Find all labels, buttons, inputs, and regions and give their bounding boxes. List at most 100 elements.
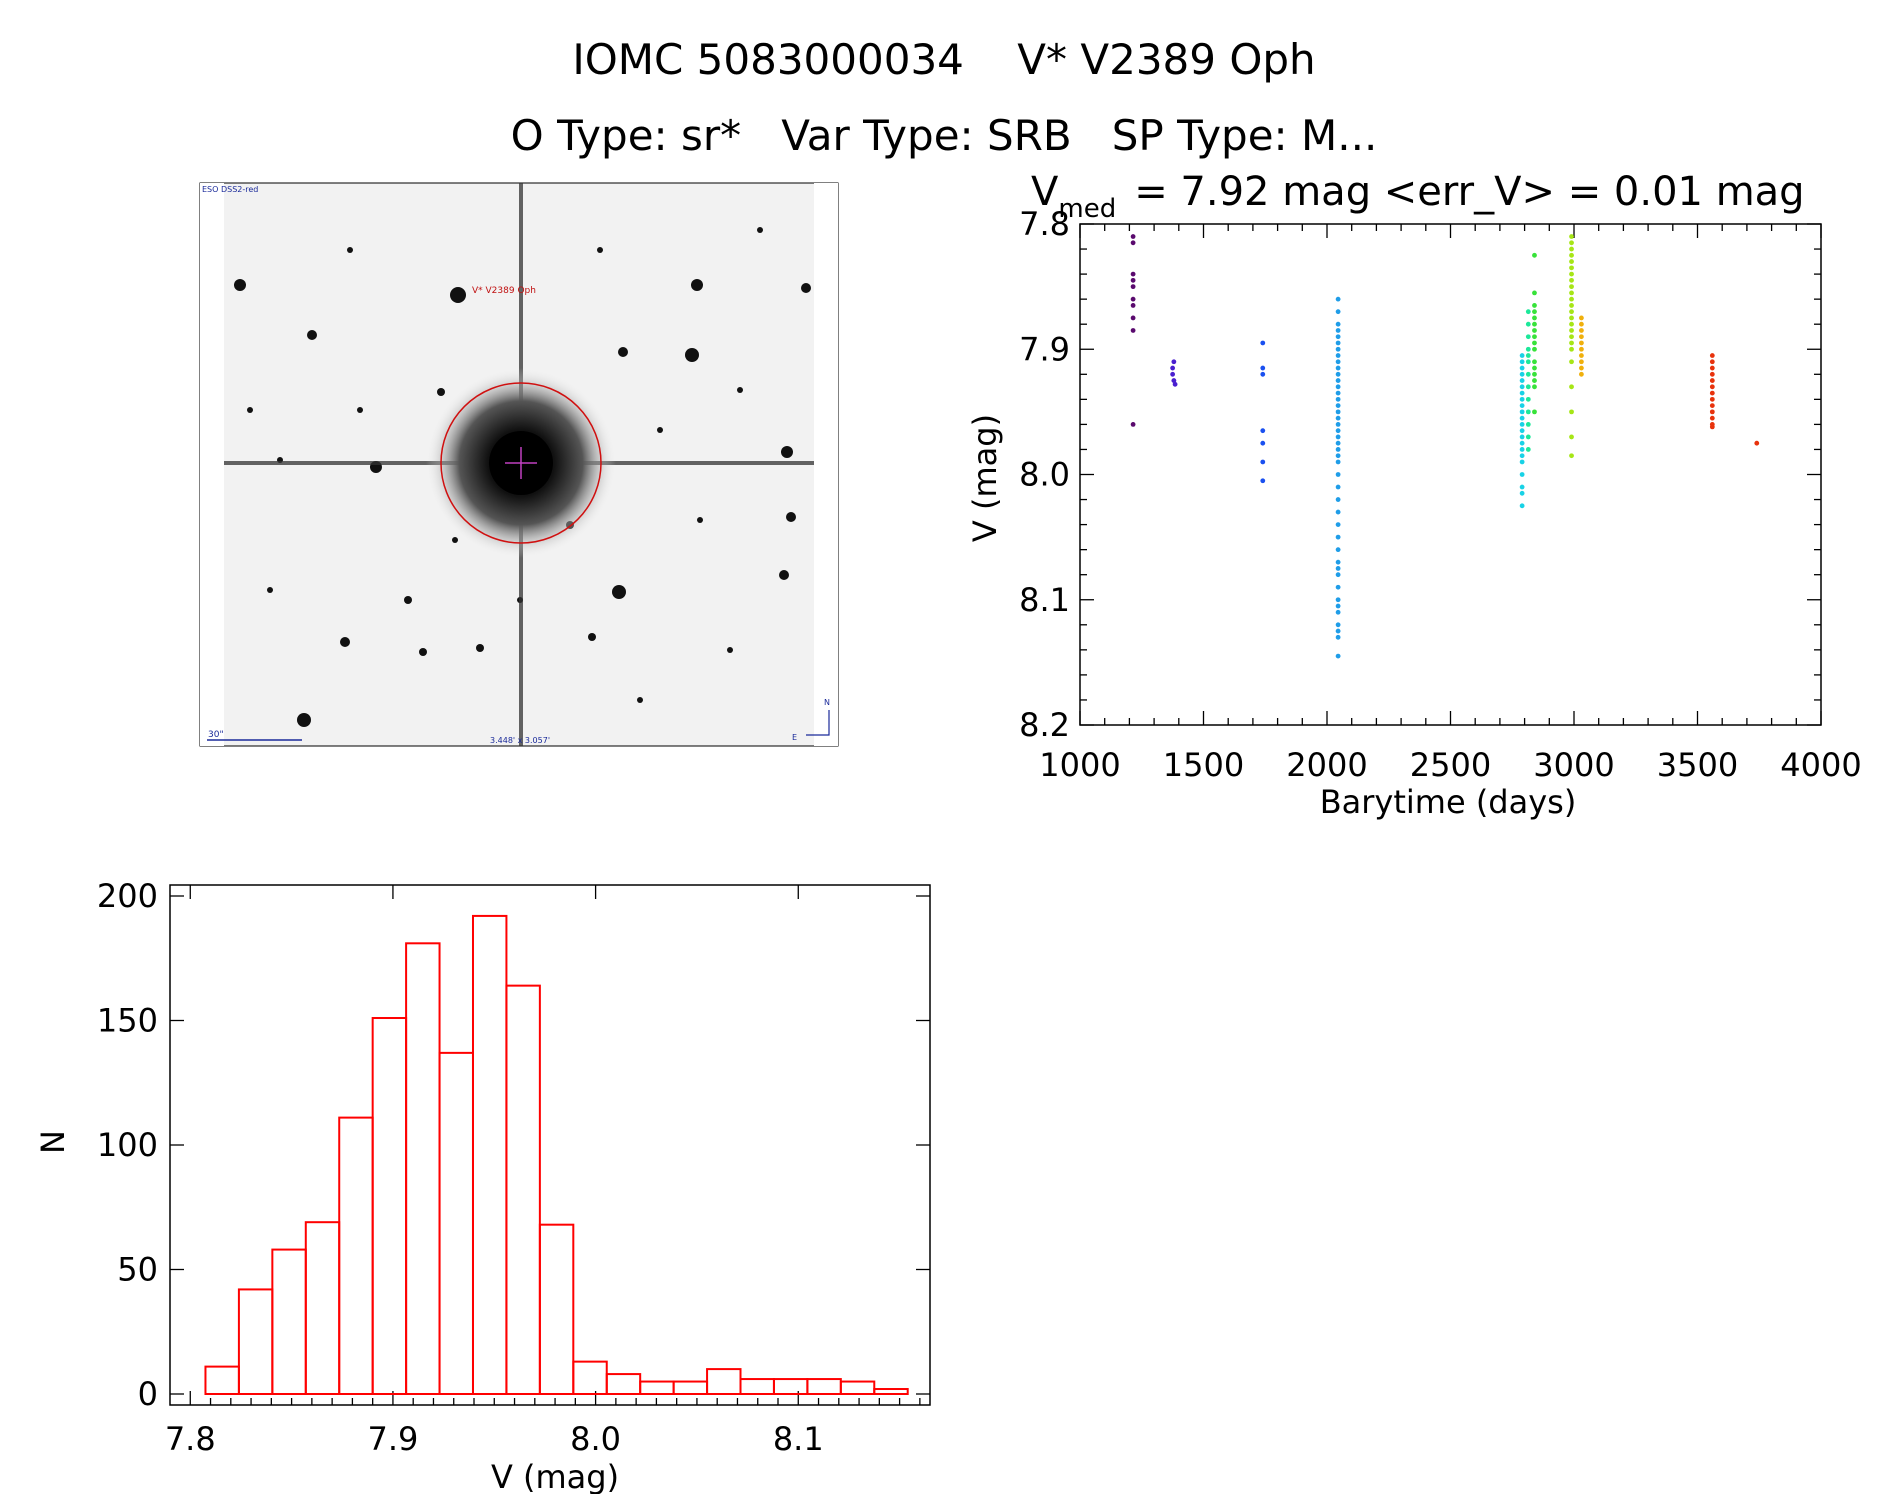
histogram-bar: [839, 1380, 876, 1396]
light-curve-point: [1130, 328, 1136, 333]
light-curve-point: [1335, 453, 1341, 459]
light-curve-point: [1519, 453, 1525, 459]
background-star: [612, 585, 626, 599]
light-curve-point: [1579, 321, 1584, 327]
light-curve-point: [1130, 271, 1136, 277]
light-curve-point: [1335, 346, 1341, 352]
light-curve-point: [1579, 340, 1584, 346]
light-curve-point: [1335, 396, 1341, 402]
light-curve-point: [1519, 459, 1525, 465]
background-star: [691, 279, 703, 291]
light-curve-point: [1709, 424, 1715, 430]
light-curve-point: [1569, 246, 1574, 252]
light-curve-plot-frame: [1079, 223, 1822, 726]
histogram-bar: [505, 984, 541, 1395]
histogram-y-tick-label: 150: [97, 1002, 158, 1040]
light-curve-point: [1130, 303, 1136, 308]
light-curve-point: [1525, 353, 1531, 358]
light-curve-point: [1519, 390, 1525, 396]
light-curve-point: [1130, 240, 1136, 246]
light-curve-point: [1519, 409, 1525, 415]
light-curve-point: [1335, 497, 1341, 502]
histogram-bar: [438, 1051, 474, 1395]
light-curve-point: [1525, 359, 1531, 365]
light-curve-x-tick-label: 3500: [1657, 746, 1738, 784]
histogram-ylabel: N: [34, 1130, 72, 1154]
figure-subtitle: O Type: sr* Var Type: SRB SP Type: M...: [511, 111, 1378, 160]
background-star: [637, 697, 643, 703]
histogram-bar: [304, 1221, 341, 1395]
light-curve-point: [1335, 634, 1341, 640]
background-star: [452, 537, 458, 543]
light-curve-point: [1525, 321, 1531, 327]
histogram-bars: [204, 914, 909, 1396]
light-curve-point: [1130, 296, 1136, 302]
fov-label: 3.448' x 3.057': [490, 736, 550, 745]
light-curve-point: [1709, 353, 1715, 358]
light-curve-point: [1579, 334, 1584, 340]
background-star: [779, 570, 789, 580]
scale-bar-label: 30": [208, 730, 224, 740]
light-curve-point: [1335, 334, 1341, 340]
light-curve-point: [1709, 415, 1715, 421]
light-curve-point: [1709, 378, 1715, 383]
light-curve-point: [1579, 328, 1584, 333]
light-curve-point: [1519, 365, 1525, 371]
light-curve-x-tick-label: 1500: [1163, 746, 1244, 784]
light-curve-point: [1532, 328, 1537, 333]
light-curve-ylabel: V (mag): [966, 414, 1004, 542]
light-curve-point: [1335, 428, 1341, 434]
light-curve-y-tick-label: 7.9: [1019, 330, 1070, 368]
light-curve-point: [1171, 359, 1177, 365]
light-curve-point: [1130, 284, 1136, 290]
histogram-x-tick-label: 7.9: [367, 1420, 418, 1458]
light-curve-point: [1709, 371, 1715, 377]
histogram-bar: [237, 1288, 274, 1396]
light-curve-point: [1335, 390, 1341, 396]
background-star: [786, 512, 796, 522]
background-star: [757, 227, 763, 233]
light-curve-point: [1532, 346, 1537, 352]
light-curve-point: [1130, 234, 1136, 239]
background-star: [737, 387, 743, 393]
compass-arrows: [806, 710, 830, 736]
light-curve-point: [1519, 428, 1525, 434]
background-star: [727, 647, 733, 653]
light-curve-point: [1519, 378, 1525, 383]
histogram-y-tick-label: 200: [97, 877, 158, 915]
background-star: [685, 348, 699, 362]
histogram-bar: [204, 1365, 240, 1395]
histogram-bar: [806, 1378, 842, 1396]
background-star: [781, 446, 793, 458]
histogram-bar: [405, 942, 441, 1395]
light-curve-point: [1335, 434, 1341, 440]
light-curve-point: [1335, 509, 1341, 515]
light-curve-point: [1519, 403, 1525, 409]
figure-title: IOMC 5083000034 V* V2389 Oph: [572, 35, 1315, 84]
light-curve-point: [1709, 396, 1715, 402]
background-star: [801, 283, 811, 293]
light-curve-point: [1532, 334, 1537, 340]
light-curve-point: [1525, 371, 1531, 377]
light-curve-point: [1579, 346, 1584, 352]
light-curve-point: [1335, 584, 1341, 590]
light-curve-point: [1532, 365, 1537, 371]
light-curve-point: [1525, 447, 1531, 452]
background-star: [618, 347, 628, 357]
light-curve-point: [1260, 478, 1266, 484]
histogram-xlabel: V (mag): [491, 1458, 619, 1494]
light-curve-point: [1335, 597, 1341, 603]
light-curve-point: [1569, 384, 1574, 390]
light-curve-point: [1519, 440, 1525, 446]
light-curve-point: [1569, 265, 1574, 271]
histogram-y-tick-label: 100: [97, 1126, 158, 1164]
light-curve-point: [1335, 559, 1341, 565]
light-curve-xlabel: Barytime (days): [1320, 783, 1577, 821]
light-curve-point: [1260, 340, 1266, 346]
light-curve-point: [1519, 490, 1525, 496]
light-curve-point: [1335, 440, 1341, 446]
histogram-bar: [706, 1368, 742, 1395]
light-curve-point: [1335, 472, 1341, 477]
light-curve-point: [1579, 365, 1584, 371]
light-curve-point: [1335, 447, 1341, 452]
